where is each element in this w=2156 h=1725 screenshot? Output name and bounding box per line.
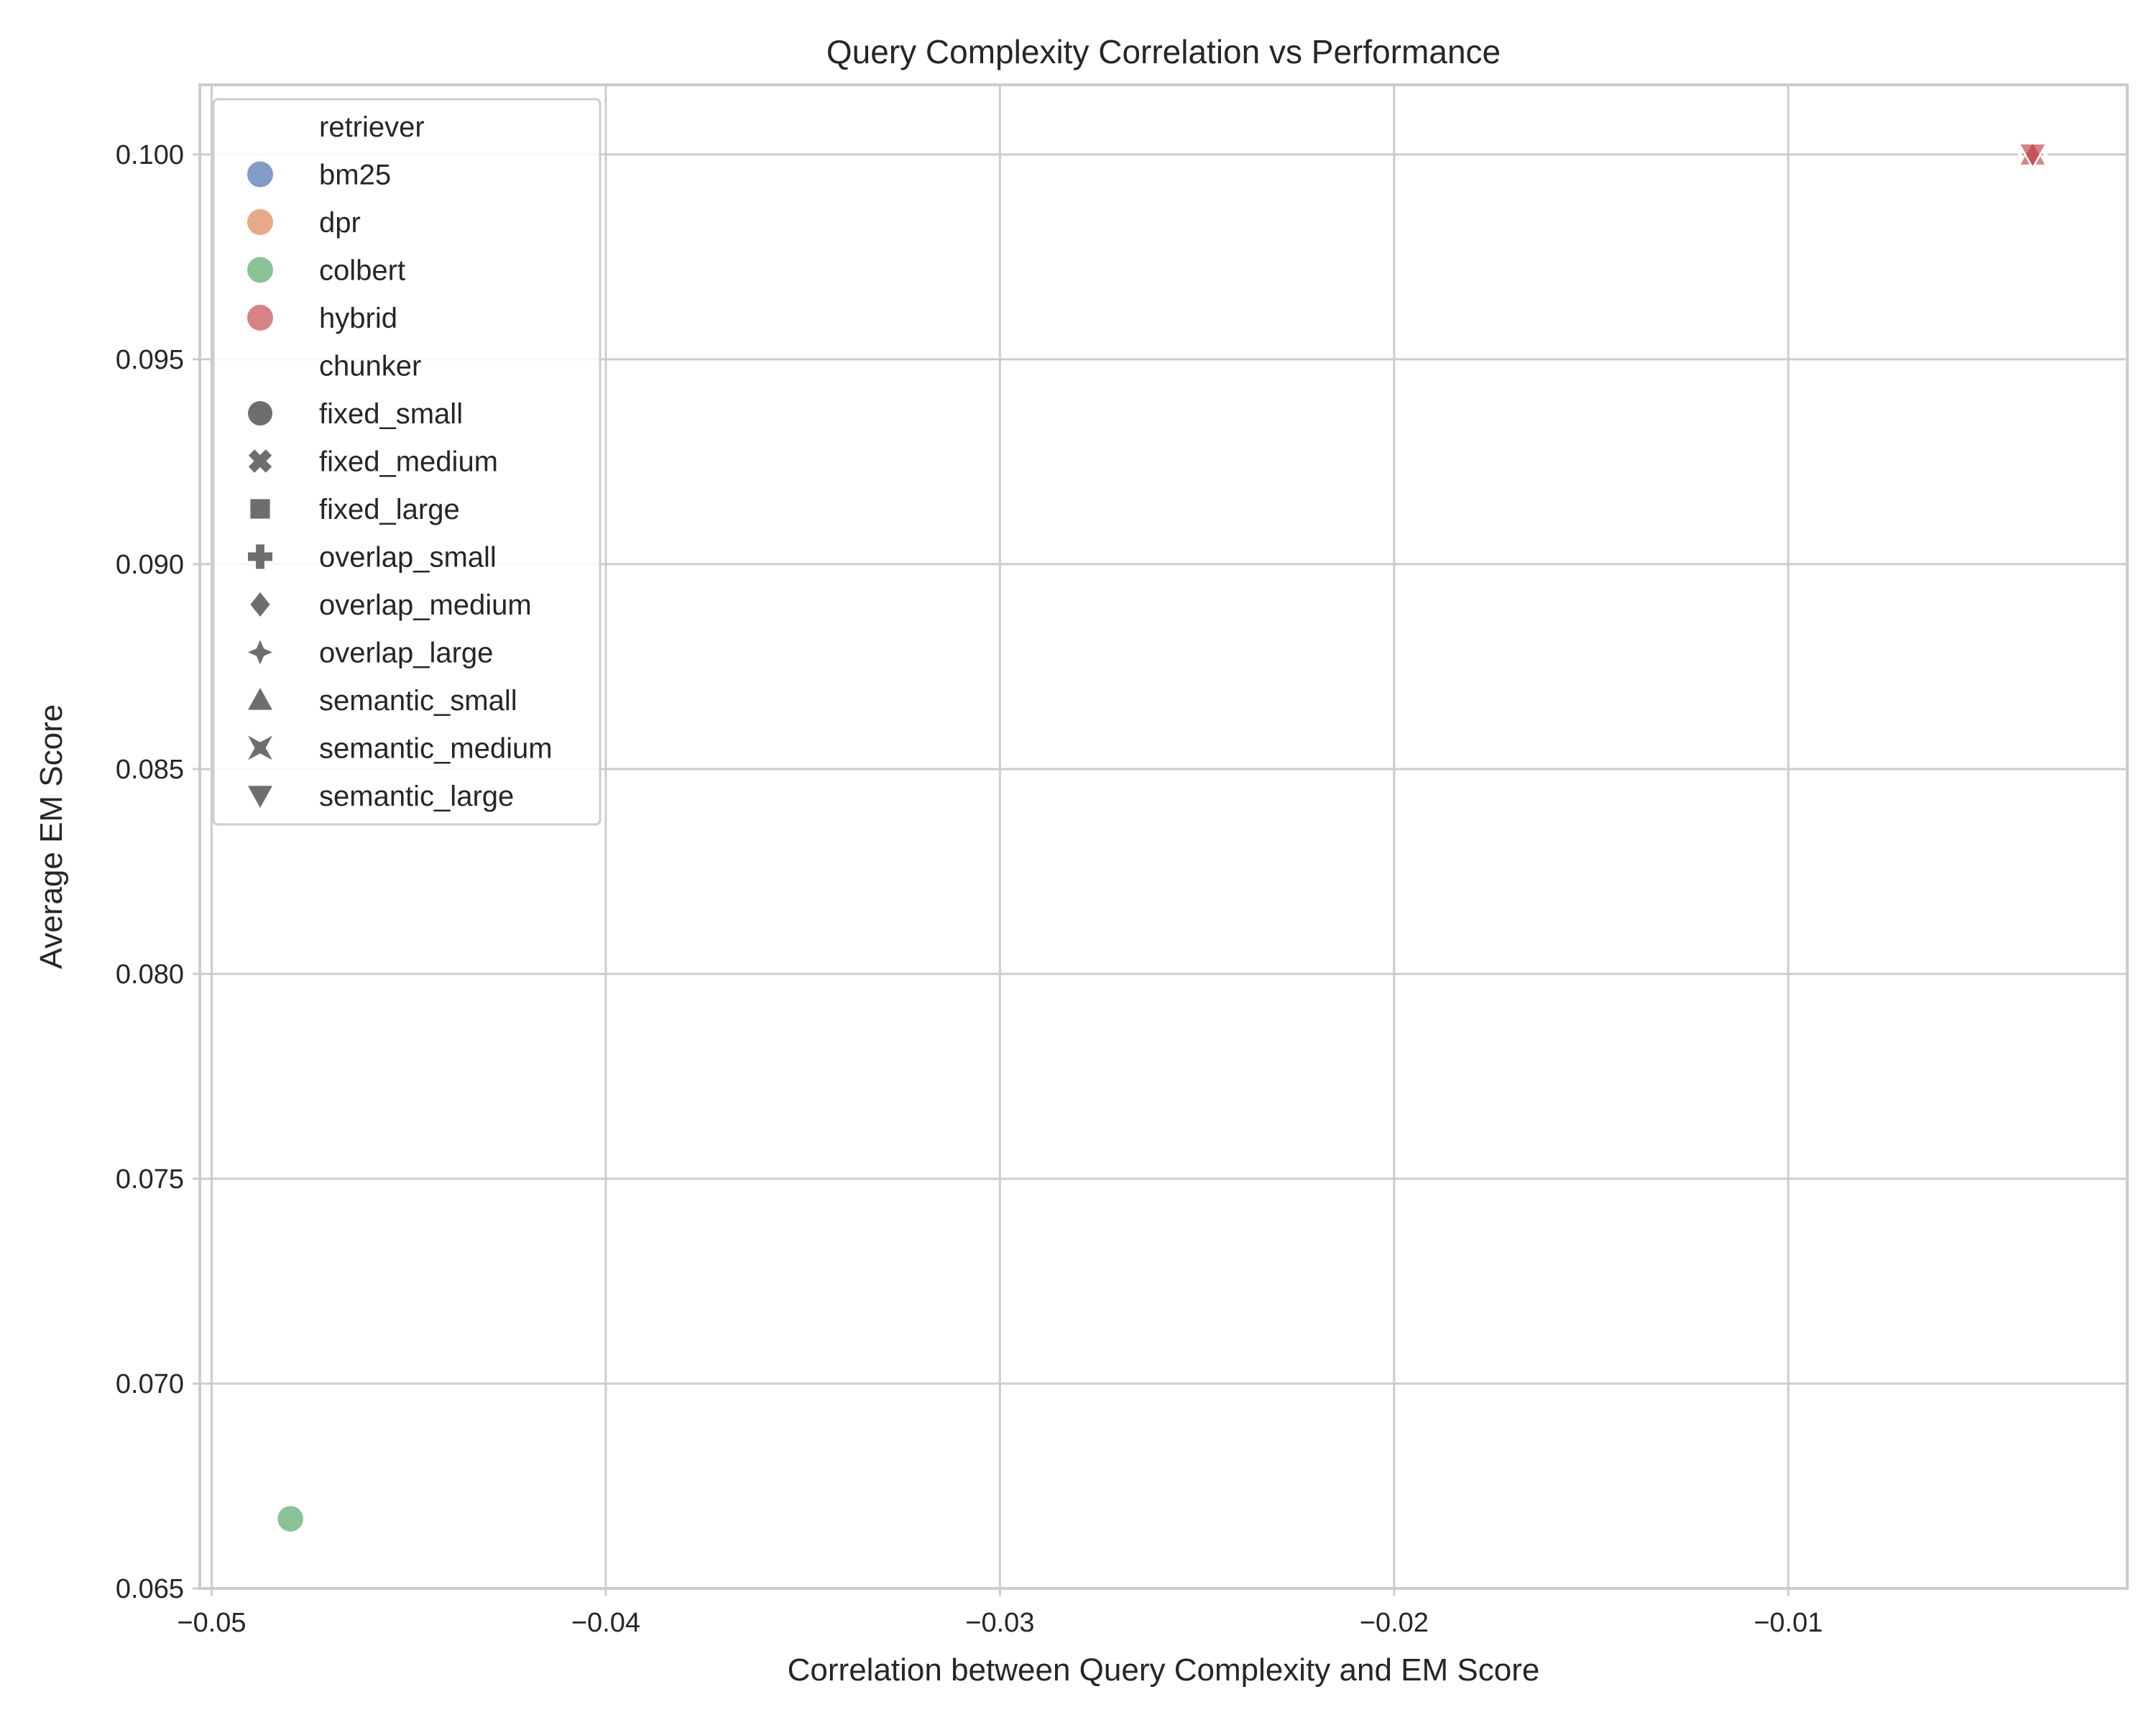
legend-marker-bm25: [247, 161, 273, 188]
y-tick-label: 0.100: [116, 140, 184, 170]
data-points: [275, 138, 2049, 1534]
legend-marker-semantic_medium: [248, 735, 272, 760]
legend-label-overlap_large: overlap_large: [319, 638, 493, 669]
legend-label-colbert: colbert: [319, 255, 405, 287]
legend-label-semantic_small: semantic_small: [319, 685, 517, 717]
x-tick-label: −0.02: [1360, 1608, 1429, 1638]
legend-label-hybrid: hybrid: [319, 303, 397, 334]
legend-items: retriever bm25 dpr colbert hybrid chunker fixe…: [247, 111, 553, 812]
legend-label-overlap_small: overlap_small: [319, 542, 497, 574]
legend-label-dpr: dpr: [319, 207, 361, 239]
y-tick-label: 0.095: [116, 345, 184, 375]
legend-marker-overlap_medium: [250, 592, 270, 617]
legend-label-fixed_small: fixed_small: [319, 398, 463, 430]
legend-marker-dpr: [247, 209, 273, 235]
data-point: [2017, 142, 2048, 170]
legend-label-overlap_medium: overlap_medium: [319, 589, 532, 621]
y-axis-title: Average EM Score: [34, 704, 69, 969]
legend-marker-colbert: [247, 257, 273, 283]
y-tick-labels: 0.065 0.070 0.075 0.080 0.085 0.090 0.095 0.100: [116, 140, 184, 1604]
legend-label-fixed_medium: fixed_medium: [319, 446, 498, 478]
legend-label-bm25: bm25: [319, 160, 391, 191]
y-tick-label: 0.085: [116, 755, 184, 785]
y-tick-label: 0.070: [116, 1369, 184, 1399]
y-tick-label: 0.090: [116, 550, 184, 580]
legend-title: retriever: [319, 111, 425, 143]
legend-marker-hybrid: [247, 305, 273, 331]
legend-marker-semantic_small: [248, 688, 272, 710]
x-tick-label: −0.03: [965, 1608, 1034, 1638]
legend-label-fixed_large: fixed_large: [319, 494, 460, 525]
y-tick-label: 0.080: [116, 960, 184, 990]
legend-label-semantic_large: semantic_large: [319, 781, 514, 812]
chart-title: Query Complexity Correlation vs Performa…: [826, 33, 1501, 70]
legend-title: chunker: [319, 351, 421, 382]
legend-marker-semantic_large: [248, 786, 272, 808]
x-axis-title: Correlation between Query Complexity and…: [788, 1652, 1540, 1688]
y-tick-label: 0.065: [116, 1574, 184, 1604]
x-tick-label: −0.01: [1754, 1608, 1823, 1638]
legend-label-semantic_medium: semantic_medium: [319, 733, 553, 765]
legend-marker-fixed_large: [250, 499, 270, 519]
legend-marker-overlap_small: [248, 544, 272, 569]
y-tick-label: 0.075: [116, 1164, 184, 1195]
plot-frame: [198, 83, 2129, 1590]
x-tick-label: −0.04: [571, 1608, 640, 1638]
x-tick-labels: −0.05 −0.04 −0.03 −0.02 −0.01: [177, 1608, 1823, 1638]
legend-marker-fixed_small: [248, 401, 272, 426]
data-point: [275, 1504, 305, 1534]
legend: retriever bm25 dpr colbert hybrid chunker fixe…: [212, 98, 602, 826]
legend-marker-overlap_large: [248, 640, 272, 665]
x-tick-label: −0.05: [177, 1608, 246, 1638]
legend-box: [212, 98, 602, 826]
legend-marker-fixed_medium: [248, 449, 272, 473]
